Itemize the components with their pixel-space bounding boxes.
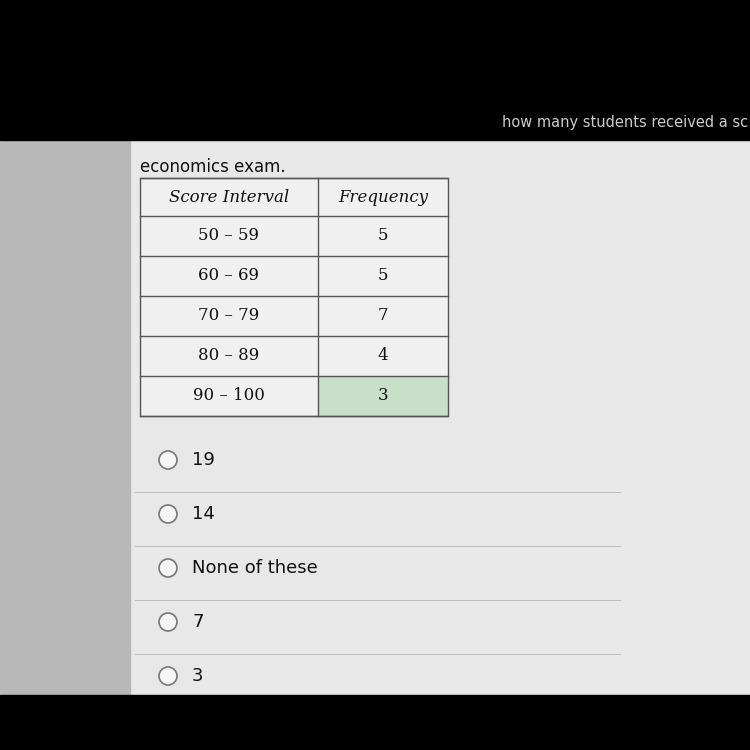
Circle shape (159, 667, 177, 685)
Circle shape (159, 505, 177, 523)
Text: 80 – 89: 80 – 89 (198, 347, 260, 364)
Text: 90 – 100: 90 – 100 (193, 388, 265, 404)
Text: economics exam.: economics exam. (140, 158, 286, 176)
Text: 14: 14 (192, 505, 214, 523)
Text: 7: 7 (378, 308, 388, 325)
Bar (0, 0, 750, 140)
Circle shape (159, 559, 177, 577)
Text: 3: 3 (378, 388, 388, 404)
Text: 3: 3 (192, 667, 203, 685)
Text: Frequency: Frequency (338, 188, 428, 206)
Bar (140, 178, 448, 416)
Text: 5: 5 (378, 268, 388, 284)
Text: 5: 5 (378, 227, 388, 244)
Bar (140, 178, 448, 416)
Text: Score Interval: Score Interval (169, 188, 290, 206)
Text: 19: 19 (192, 451, 214, 469)
Circle shape (159, 613, 177, 631)
Bar (318, 376, 448, 416)
Bar (0, 140, 130, 695)
Bar (130, 140, 750, 695)
Text: 4: 4 (378, 347, 388, 364)
Text: 60 – 69: 60 – 69 (199, 268, 260, 284)
Text: how many students received a sc: how many students received a sc (502, 115, 748, 130)
Text: 50 – 59: 50 – 59 (199, 227, 260, 244)
Text: None of these: None of these (192, 559, 318, 577)
Bar (0, 695, 750, 750)
Text: 7: 7 (192, 613, 203, 631)
Circle shape (159, 451, 177, 469)
Text: 70 – 79: 70 – 79 (198, 308, 260, 325)
